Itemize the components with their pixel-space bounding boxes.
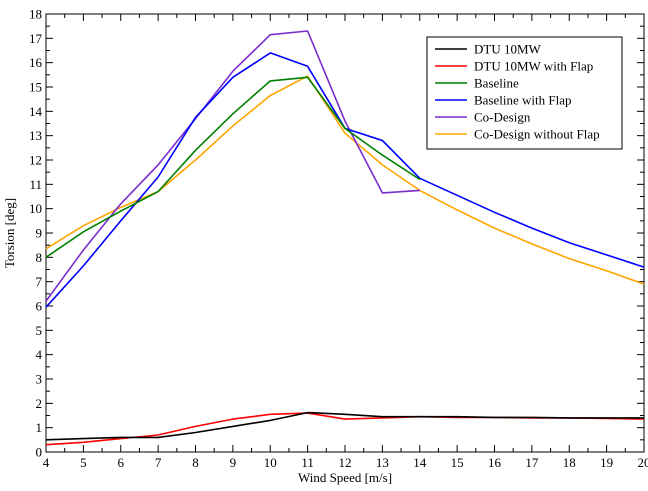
y-axis-label: Torsion [deg] (2, 198, 17, 268)
y-tick-label: 6 (36, 299, 43, 314)
x-tick-label: 10 (264, 455, 277, 470)
y-tick-label: 10 (29, 201, 42, 216)
y-tick-label: 9 (36, 226, 43, 241)
y-tick-label: 12 (29, 153, 42, 168)
x-axis-label: Wind Speed [m/s] (298, 470, 392, 485)
x-tick-label: 11 (301, 455, 314, 470)
y-tick-label: 5 (36, 323, 43, 338)
x-tick-label: 6 (118, 455, 125, 470)
series-lines (45, 30, 645, 446)
x-tick-label: 9 (230, 455, 237, 470)
y-tick-label: 17 (29, 31, 43, 46)
y-tick-label: 2 (36, 396, 43, 411)
series-line-dtu-10mw (45, 411, 644, 441)
legend-box (426, 36, 623, 150)
x-tick-label: 20 (638, 455, 648, 470)
x-tick-label: 16 (488, 455, 502, 470)
legend-entry: Co-Design (474, 110, 531, 125)
x-tick-label: 12 (339, 455, 352, 470)
legend-entry: Baseline (474, 76, 519, 91)
axis-ticks: 4 5 6 7 8 9 10 11 12 13 14 15 16 17 18 19 20012345678910… (29, 7, 648, 471)
y-tick-label: 13 (29, 128, 42, 143)
y-tick-label: 7 (36, 274, 43, 289)
x-tick-label: 15 (451, 455, 464, 470)
y-tick-label: 4 (36, 347, 43, 362)
y-tick-label: 16 (29, 55, 43, 70)
x-tick-label: 4 (43, 455, 50, 470)
x-tick-label: 8 (192, 455, 199, 470)
x-tick-label: 7 (155, 455, 162, 470)
legend-entry: DTU 10MW with Flap (474, 59, 593, 74)
y-tick-label: 14 (29, 104, 43, 119)
legend-entry: DTU 10MW (474, 42, 542, 57)
y-tick-label: 8 (36, 250, 43, 265)
legend-entry: Baseline with Flap (474, 93, 572, 108)
y-tick-label: 18 (29, 7, 42, 22)
legend-entry: Co-Design without Flap (474, 127, 600, 142)
x-tick-label: 18 (563, 455, 576, 470)
x-tick-label: 17 (525, 455, 539, 470)
x-tick-label: 19 (600, 455, 613, 470)
series-line-co-design (45, 30, 420, 302)
legend: DTU 10MW DTU 10MW with Flap Baseline Baseli… (426, 36, 623, 150)
x-tick-label: 5 (80, 455, 87, 470)
y-tick-label: 0 (36, 445, 43, 460)
y-tick-label: 15 (29, 80, 42, 95)
series-line-co-design-without-flap (45, 75, 645, 285)
y-tick-label: 3 (36, 372, 43, 387)
y-tick-label: 11 (29, 177, 42, 192)
x-tick-label: 13 (376, 455, 389, 470)
series-line-baseline (45, 76, 421, 258)
y-tick-label: 1 (36, 420, 43, 435)
x-tick-label: 14 (413, 455, 427, 470)
